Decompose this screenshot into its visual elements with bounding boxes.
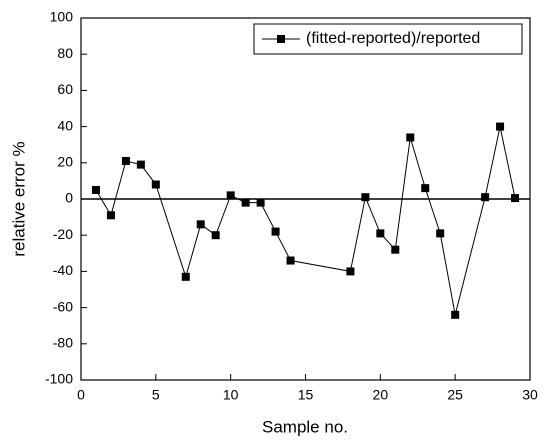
marker [436, 229, 445, 238]
marker [361, 193, 370, 202]
y-tick-label: -60 [53, 298, 73, 314]
marker [121, 156, 130, 165]
marker [226, 191, 235, 200]
y-tick-label: -20 [53, 226, 73, 242]
marker [391, 245, 400, 254]
marker [481, 193, 490, 202]
marker [211, 231, 220, 240]
y-tick-label: 40 [57, 117, 73, 133]
marker [151, 180, 160, 189]
series-line [95, 126, 516, 315]
marker [406, 133, 415, 142]
marker [451, 310, 460, 319]
marker [421, 184, 430, 193]
marker [346, 267, 355, 276]
legend-marker [277, 35, 285, 43]
marker [196, 220, 205, 229]
marker [376, 229, 385, 238]
marker [136, 160, 145, 169]
marker [286, 256, 295, 265]
y-tick-label: -100 [45, 371, 73, 387]
x-tick-label: 10 [223, 387, 239, 403]
x-tick-label: 0 [77, 387, 85, 403]
marker [271, 227, 280, 236]
x-tick-label: 20 [373, 387, 389, 403]
y-tick-label: -40 [53, 262, 73, 278]
y-tick-label: 0 [65, 190, 73, 206]
x-axis-label: Sample no. [262, 417, 348, 436]
x-tick-label: 5 [152, 387, 160, 403]
marker [241, 198, 250, 207]
y-tick-label: 100 [50, 9, 74, 25]
marker [511, 194, 520, 203]
x-tick-label: 15 [298, 387, 314, 403]
marker [256, 198, 265, 207]
y-axis-label: relative error % [9, 141, 28, 256]
y-tick-label: 60 [57, 81, 73, 97]
marker [106, 211, 115, 220]
marker [496, 122, 505, 131]
y-tick-label: 20 [57, 154, 73, 170]
marker [91, 185, 100, 194]
x-tick-label: 25 [447, 387, 463, 403]
x-tick-label: 30 [522, 387, 538, 403]
y-tick-label: 80 [57, 45, 73, 61]
y-tick-label: -80 [53, 335, 73, 351]
legend-label: (fitted-reported)/reported [306, 30, 480, 47]
marker [181, 272, 190, 281]
